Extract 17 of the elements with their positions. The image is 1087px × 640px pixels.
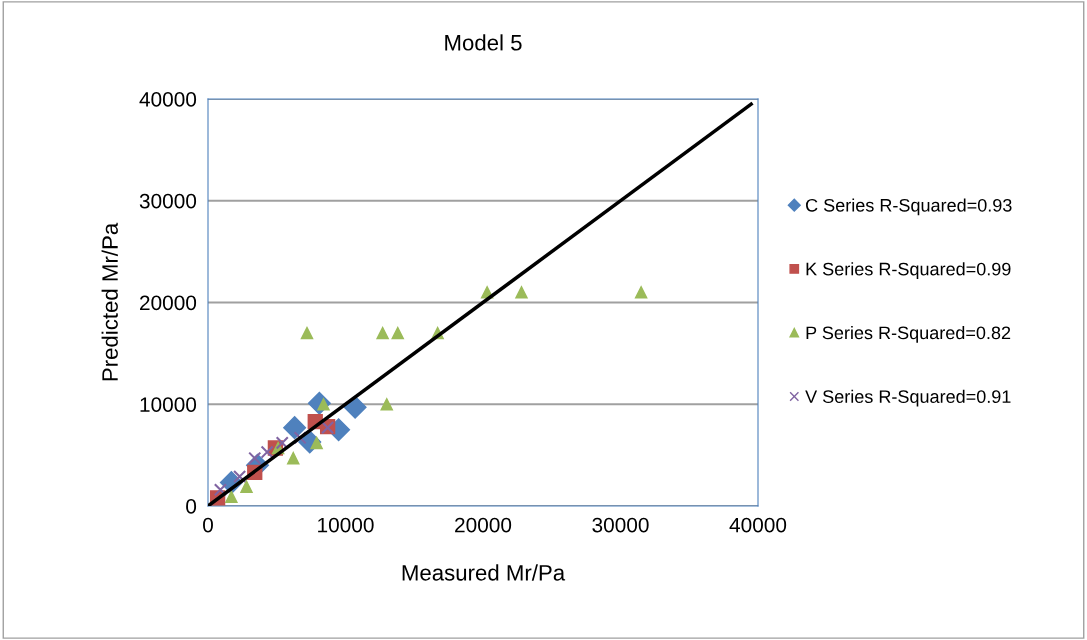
y-axis-title: Predicted Mr/Pa [101, 222, 118, 381]
y-tick-label: 0 [186, 499, 197, 514]
y-tick-label: 20000 [140, 295, 197, 311]
legend-label: P Series R-Squared=0.82 [806, 325, 1011, 343]
x-tick-label: 10000 [318, 517, 374, 533]
legend-label: C Series R-Squared=0.93 [806, 198, 1012, 216]
y-tick-label: 30000 [139, 193, 197, 209]
y-tick-label: 40000 [139, 92, 197, 107]
x-tick-label: 20000 [455, 517, 512, 533]
legend-label: V Series R-Squared=0.91 [805, 389, 1011, 407]
legend-label: K Series R-Squared=0.99 [806, 262, 1011, 280]
chart-title: Model 5 [445, 34, 522, 51]
x-axis-title: Measured Mr/Pa [402, 564, 566, 581]
x-tick-label: 0 [203, 517, 213, 533]
x-tick-label: 30000 [592, 517, 649, 533]
x-tick-label: 40000 [729, 517, 787, 533]
y-tick-label: 10000 [140, 397, 197, 412]
